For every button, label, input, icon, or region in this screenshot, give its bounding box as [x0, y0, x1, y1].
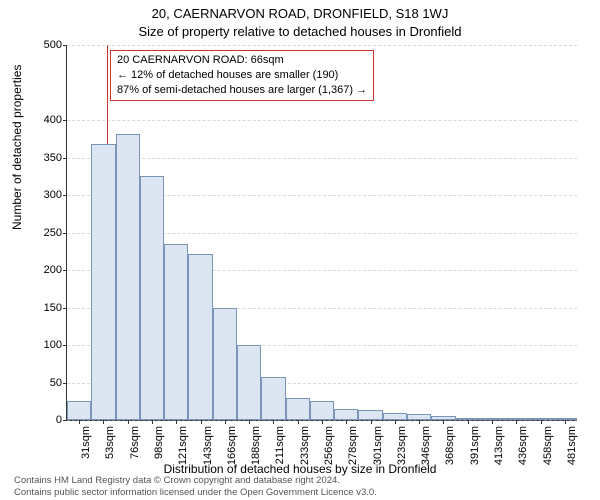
- ytick-mark: [63, 420, 67, 421]
- footer-line1: Contains HM Land Registry data © Crown c…: [14, 475, 377, 486]
- xtick-mark: [516, 420, 517, 424]
- xtick-mark: [443, 420, 444, 424]
- ytick-label: 250: [22, 227, 62, 239]
- ytick-label: 500: [22, 39, 62, 51]
- xtick-label: 76sqm: [129, 426, 141, 466]
- histogram-bar: [334, 409, 358, 420]
- ytick-label: 300: [22, 189, 62, 201]
- xtick-label: 368sqm: [444, 426, 456, 466]
- annotation-line3: 87% of semi-detached houses are larger (…: [117, 83, 367, 98]
- xtick-mark: [298, 420, 299, 424]
- xtick-mark: [79, 420, 80, 424]
- annotation-line1: 20 CAERNARVON ROAD: 66sqm: [117, 53, 367, 68]
- histogram-bar: [261, 377, 285, 421]
- histogram-bar: [164, 244, 188, 420]
- ytick-mark: [63, 233, 67, 234]
- xtick-mark: [468, 420, 469, 424]
- xtick-label: 301sqm: [372, 426, 384, 466]
- histogram-bar: [91, 144, 115, 420]
- xtick-label: 53sqm: [104, 426, 116, 466]
- xtick-mark: [322, 420, 323, 424]
- xtick-label: 31sqm: [80, 426, 92, 466]
- xtick-mark: [419, 420, 420, 424]
- histogram-bar: [213, 308, 237, 421]
- xtick-label: 121sqm: [177, 426, 189, 466]
- ytick-label: 50: [22, 377, 62, 389]
- xtick-mark: [395, 420, 396, 424]
- xtick-mark: [541, 420, 542, 424]
- xtick-mark: [201, 420, 202, 424]
- ytick-label: 400: [22, 114, 62, 126]
- histogram-bar: [358, 410, 382, 421]
- xtick-label: 436sqm: [517, 426, 529, 466]
- xtick-mark: [346, 420, 347, 424]
- xtick-label: 188sqm: [250, 426, 262, 466]
- xtick-label: 98sqm: [153, 426, 165, 466]
- ytick-mark: [63, 195, 67, 196]
- histogram-bar: [188, 254, 212, 421]
- xtick-label: 413sqm: [493, 426, 505, 466]
- histogram-bar: [67, 401, 91, 420]
- xtick-label: 458sqm: [542, 426, 554, 466]
- xtick-mark: [565, 420, 566, 424]
- ytick-mark: [63, 270, 67, 271]
- histogram-bar: [140, 176, 164, 420]
- xtick-label: 323sqm: [396, 426, 408, 466]
- annotation-line2: ← 12% of detached houses are smaller (19…: [117, 68, 367, 83]
- xtick-label: 143sqm: [202, 426, 214, 466]
- title-sub: Size of property relative to detached ho…: [0, 24, 600, 39]
- xtick-mark: [249, 420, 250, 424]
- gridline: [67, 45, 577, 46]
- histogram-bar: [237, 345, 261, 420]
- xtick-label: 278sqm: [347, 426, 359, 466]
- xtick-mark: [492, 420, 493, 424]
- ytick-mark: [63, 345, 67, 346]
- xtick-label: 211sqm: [274, 426, 286, 466]
- ytick-label: 200: [22, 264, 62, 276]
- xtick-mark: [103, 420, 104, 424]
- y-axis-label: Number of detached properties: [10, 65, 24, 230]
- ytick-label: 150: [22, 302, 62, 314]
- xtick-label: 346sqm: [420, 426, 432, 466]
- ytick-mark: [63, 158, 67, 159]
- histogram-bar: [116, 134, 140, 421]
- ytick-label: 350: [22, 152, 62, 164]
- ytick-mark: [63, 308, 67, 309]
- annotation-box: 20 CAERNARVON ROAD: 66sqm ← 12% of detac…: [110, 50, 374, 101]
- xtick-label: 166sqm: [226, 426, 238, 466]
- xtick-mark: [128, 420, 129, 424]
- histogram-bar: [310, 401, 334, 420]
- gridline: [67, 120, 577, 121]
- title-main: 20, CAERNARVON ROAD, DRONFIELD, S18 1WJ: [0, 6, 600, 21]
- xtick-label: 481sqm: [566, 426, 578, 466]
- footer-attribution: Contains HM Land Registry data © Crown c…: [14, 475, 377, 498]
- ytick-mark: [63, 45, 67, 46]
- ytick-label: 0: [22, 414, 62, 426]
- xtick-mark: [152, 420, 153, 424]
- xtick-label: 233sqm: [299, 426, 311, 466]
- xtick-label: 391sqm: [469, 426, 481, 466]
- histogram-bar: [286, 398, 310, 421]
- ytick-mark: [63, 383, 67, 384]
- gridline: [67, 158, 577, 159]
- chart-container: 20, CAERNARVON ROAD, DRONFIELD, S18 1WJ …: [0, 0, 600, 500]
- histogram-bar: [383, 413, 407, 421]
- xtick-label: 256sqm: [323, 426, 335, 466]
- xtick-mark: [225, 420, 226, 424]
- plot-area: [66, 45, 577, 421]
- xtick-mark: [176, 420, 177, 424]
- ytick-label: 100: [22, 339, 62, 351]
- xtick-mark: [371, 420, 372, 424]
- xtick-mark: [273, 420, 274, 424]
- footer-line2: Contains public sector information licen…: [14, 487, 377, 498]
- ytick-mark: [63, 120, 67, 121]
